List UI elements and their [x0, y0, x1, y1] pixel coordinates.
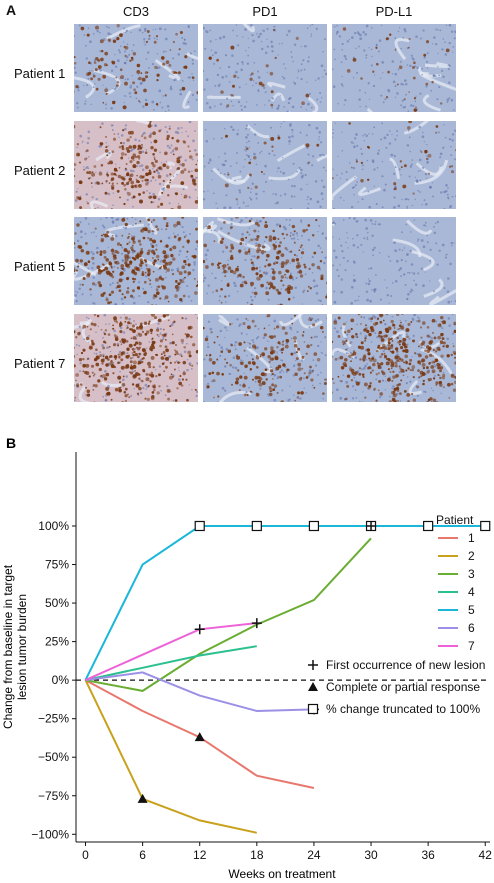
legend-label-patient-1: 1 — [468, 531, 475, 545]
legend-label-patient-4: 4 — [468, 585, 475, 599]
x-tick-label: 36 — [421, 848, 435, 862]
row-label-patient-7: Patient 7 — [14, 356, 66, 371]
truncated-marker — [480, 520, 491, 532]
y-tick-label: 25% — [45, 635, 69, 649]
y-tick-label: −75% — [38, 789, 69, 803]
response-marker — [137, 793, 148, 803]
legend-label-patient-3: 3 — [468, 567, 475, 581]
micrograph-patient-5-pd-l1 — [332, 217, 456, 305]
panel-b-label: B — [6, 435, 16, 451]
micrograph-patient-1-cd3 — [74, 24, 198, 112]
micrograph-patient-1-pd1 — [203, 24, 327, 112]
new-lesion-marker — [251, 618, 262, 629]
y-tick-label: 75% — [45, 558, 69, 572]
y-tick-label: −25% — [38, 712, 69, 726]
truncated-marker — [251, 520, 262, 532]
series-line-patient-4 — [85, 645, 257, 682]
key-label-triangle: Complete or partial response — [326, 680, 480, 694]
y-axis-label-line-1: Change from baseline in target — [1, 564, 15, 729]
column-header-cd3: CD3 — [122, 4, 149, 19]
legend-label-patient-6: 6 — [468, 621, 475, 635]
x-axis-label: Weeks on treatment — [228, 867, 336, 881]
y-tick-label: 50% — [45, 596, 69, 610]
key-square-icon — [307, 703, 319, 715]
micrograph-patient-7-pd1 — [203, 314, 327, 402]
column-header-pdl1: PD-L1 — [375, 4, 413, 19]
key-label-plus: First occurrence of new lesion — [326, 658, 485, 672]
series-line-patient-6 — [85, 671, 314, 713]
response-marker — [194, 732, 205, 742]
truncated-marker — [308, 520, 320, 532]
truncated-marker — [194, 520, 205, 532]
y-tick-label: −100% — [31, 827, 69, 841]
legend-label-patient-7: 7 — [468, 639, 475, 653]
panel-a-label: A — [6, 2, 17, 18]
row-label-patient-5: Patient 5 — [14, 259, 66, 274]
key-plus-icon — [308, 660, 318, 670]
micrograph-patient-2-pd1 — [203, 121, 327, 209]
key-triangle-icon — [308, 682, 318, 691]
y-tick-label: 0% — [52, 673, 70, 687]
column-header-pd1: PD1 — [252, 4, 278, 19]
new-lesion-marker — [366, 520, 377, 531]
x-tick-label: 24 — [307, 848, 321, 862]
new-lesion-marker — [194, 624, 205, 635]
truncated-marker — [423, 520, 434, 532]
micrograph-patient-7-pd-l1 — [332, 314, 456, 402]
micrograph-patient-5-cd3 — [74, 217, 198, 305]
y-tick-label: 100% — [38, 519, 69, 533]
x-tick-label: 30 — [364, 848, 378, 862]
micrograph-patient-2-pd-l1 — [332, 121, 456, 209]
x-tick-label: 6 — [139, 848, 146, 862]
y-tick-label: −50% — [38, 750, 69, 764]
key-label-square: % change truncated to 100% — [326, 702, 480, 716]
y-axis-label-line-2: lesion tumor burden — [15, 594, 29, 700]
series-line-patient-5 — [84, 525, 486, 681]
row-label-patient-1: Patient 1 — [14, 66, 66, 81]
micrograph-patient-2-cd3 — [74, 121, 198, 209]
x-tick-label: 0 — [82, 848, 89, 862]
tumor-burden-chart: B −100%−75%−50%−25%0%25%50%75%100%0 6 12 18… — [1, 435, 493, 881]
micrograph-patient-1-pd-l1 — [332, 24, 456, 112]
legend-title: Patient — [436, 513, 474, 527]
x-tick-label: 18 — [250, 848, 264, 862]
micrograph-patient-7-cd3 — [74, 314, 198, 402]
series-line-patient-2 — [84, 679, 258, 834]
row-label-patient-2: Patient 2 — [14, 163, 66, 178]
series-line-patient-3 — [85, 537, 372, 692]
legend-label-patient-5: 5 — [468, 603, 475, 617]
x-tick-label: 12 — [193, 848, 207, 862]
legend-label-patient-2: 2 — [468, 549, 475, 563]
micrograph-patient-5-pd1 — [203, 217, 327, 305]
x-tick-label: 42 — [479, 848, 493, 862]
